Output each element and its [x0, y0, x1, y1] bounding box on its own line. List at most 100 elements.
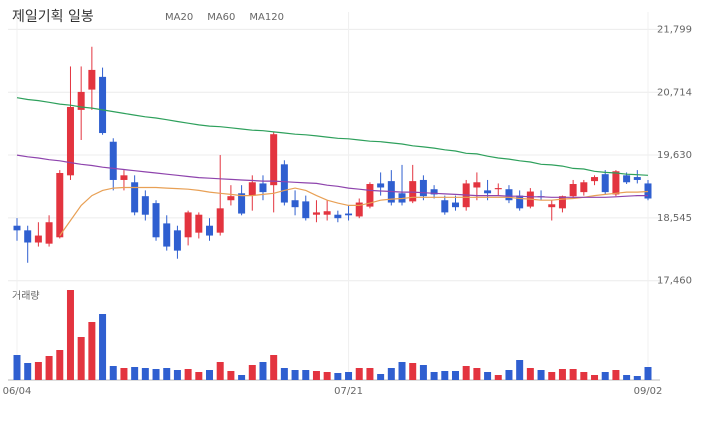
- volume-bar: [248, 365, 256, 380]
- candle-body: [494, 188, 502, 190]
- candle-body: [13, 225, 21, 231]
- volume-bar: [99, 314, 107, 380]
- volume-bar: [13, 355, 21, 380]
- volume-bar: [206, 370, 214, 380]
- candle-body: [184, 212, 192, 238]
- candle-body: [120, 175, 128, 180]
- ma-line: [16, 154, 648, 198]
- volume-bar: [398, 362, 406, 380]
- volume-bar: [451, 371, 459, 380]
- candle-body: [270, 134, 278, 186]
- volume-bar: [409, 363, 417, 380]
- legend-entry: MA20: [165, 12, 193, 23]
- candle-body: [131, 182, 139, 213]
- candle-body: [56, 173, 64, 238]
- candle-body: [66, 106, 74, 176]
- candle-body: [612, 171, 620, 195]
- volume-bar: [623, 375, 631, 380]
- legend-entry: MA120: [249, 12, 284, 23]
- volume-bar: [56, 350, 64, 380]
- candle-body: [591, 177, 599, 182]
- volume-bar: [387, 368, 395, 380]
- candle-body: [569, 184, 577, 197]
- y-tick-label: 18,545: [657, 213, 692, 224]
- candle-body: [312, 212, 320, 215]
- candle-body: [141, 196, 149, 215]
- candle-body: [548, 204, 556, 208]
- volume-bar: [109, 366, 117, 380]
- candle-body: [45, 222, 53, 244]
- candle-body: [259, 183, 267, 193]
- candle-body: [109, 141, 117, 180]
- volume-bar: [173, 370, 181, 380]
- candle-body: [409, 181, 417, 202]
- candle-body: [473, 182, 481, 188]
- volume-bar: [494, 375, 502, 380]
- candle-body: [334, 214, 342, 219]
- candle-body: [633, 177, 641, 180]
- volume-bar: [558, 369, 566, 380]
- volume-bar: [516, 360, 524, 380]
- candle-body: [558, 196, 566, 209]
- volume-bar: [238, 375, 246, 380]
- ma-line: [16, 97, 649, 176]
- volume-bar: [612, 370, 620, 380]
- volume-bar: [580, 372, 588, 380]
- volume-bar: [216, 362, 224, 380]
- candle-body: [291, 200, 299, 208]
- candle-body: [195, 214, 203, 233]
- volume-bar: [141, 368, 149, 380]
- volume-bar: [227, 371, 235, 380]
- volume-bar: [644, 367, 652, 380]
- candle-body: [451, 202, 459, 208]
- volume-bar: [302, 370, 310, 380]
- volume-bar: [377, 374, 385, 380]
- volume-bar: [24, 363, 32, 380]
- volume-bar: [66, 290, 74, 380]
- candle-body: [601, 174, 609, 193]
- candle-body: [34, 235, 42, 243]
- chart-title: 제일기획 일봉: [12, 9, 94, 25]
- volume-bar: [441, 371, 449, 380]
- volume-bar: [473, 368, 481, 380]
- y-tick-label: 21,799: [657, 24, 692, 35]
- volume-bar: [77, 337, 85, 380]
- volume-bar: [633, 376, 641, 380]
- candle-body: [345, 213, 353, 216]
- volume-bar: [505, 370, 513, 380]
- volume-bar: [152, 369, 160, 380]
- volume-bar: [323, 372, 331, 380]
- volume-bar: [569, 369, 577, 380]
- volume-bar: [366, 368, 374, 380]
- volume-bar: [355, 368, 363, 380]
- volume-label: 거래량: [12, 290, 40, 302]
- candle-body: [216, 208, 224, 233]
- candle-body: [441, 200, 449, 213]
- y-tick-label: 17,460: [657, 276, 692, 287]
- volume-bar: [419, 365, 427, 380]
- candle-body: [24, 230, 32, 243]
- volume-bar: [163, 368, 171, 380]
- candle-body: [377, 183, 385, 188]
- candle-body: [302, 201, 310, 219]
- volume-bar: [345, 372, 353, 380]
- candle-body: [206, 225, 214, 236]
- ma-line: [59, 186, 649, 236]
- legend-entry: MA60: [207, 12, 235, 23]
- candle-body: [580, 182, 588, 193]
- volume-bar: [195, 372, 203, 380]
- volume-bar: [45, 356, 53, 380]
- candle-body: [280, 164, 288, 203]
- x-tick-label: 09/02: [634, 386, 663, 397]
- volume-bar: [334, 373, 342, 380]
- candle-body: [366, 184, 374, 207]
- volume-bar: [601, 372, 609, 380]
- candle-body: [419, 179, 427, 197]
- candle-body: [238, 193, 246, 214]
- candle-body: [152, 203, 160, 238]
- candle-body: [623, 175, 631, 183]
- candle-body: [516, 195, 524, 209]
- volume-bar: [462, 366, 470, 380]
- volume-bar: [259, 362, 267, 380]
- volume-bar: [537, 370, 545, 380]
